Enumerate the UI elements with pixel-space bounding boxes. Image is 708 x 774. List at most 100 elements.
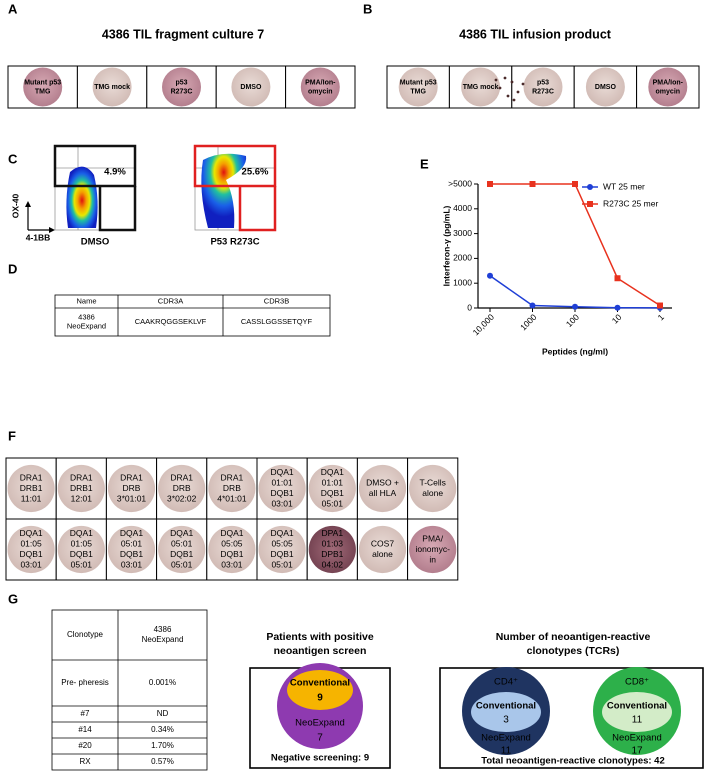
well-label: 01:05 — [20, 539, 42, 549]
flow-plot-r273c — [193, 144, 277, 232]
well-label: 4*01:01 — [217, 493, 247, 503]
well-label: TMG — [410, 88, 426, 95]
well — [409, 464, 457, 513]
venn-title: Number of neoantigen-reactive — [496, 631, 651, 643]
well-label: 11:01 — [21, 493, 42, 503]
well-label: DPA1 — [322, 528, 344, 538]
flow-plot-dmso — [53, 144, 137, 232]
venn-value: 7 — [317, 733, 323, 744]
well — [300, 67, 340, 107]
well-label: 05:01 — [271, 560, 293, 570]
well — [308, 464, 356, 513]
well-label: 05:01 — [322, 499, 344, 509]
well — [107, 525, 156, 574]
well-label: DPB1 — [321, 549, 343, 559]
well — [92, 67, 132, 107]
well-label: in — [429, 554, 436, 564]
well-label: p53 — [175, 79, 187, 86]
well-label: 12:01 — [71, 493, 93, 503]
well-label: DRB1 — [70, 483, 93, 493]
venn-inner — [287, 670, 353, 710]
well-label: DQB1 — [271, 549, 294, 559]
venn-title: neoantigen screen — [274, 645, 367, 657]
well-label: TMG — [35, 88, 51, 95]
data-point — [487, 272, 493, 279]
well — [358, 464, 407, 513]
x-tick-label: 100 — [564, 312, 581, 329]
well-label: DQA1 — [170, 528, 193, 538]
well-label: DRA1 — [221, 472, 244, 482]
well-label: DQA1 — [271, 528, 294, 538]
table-border — [51, 609, 208, 771]
well-label: 05:05 — [271, 539, 293, 549]
well-spot — [494, 78, 498, 82]
well — [585, 67, 625, 107]
legend-marker — [587, 184, 593, 190]
legend-marker — [587, 201, 593, 207]
well-label: Mutant p53 — [400, 79, 437, 86]
well-label: ionomyc- — [415, 544, 450, 554]
venn-footer: Negative screening: 9 — [271, 753, 369, 764]
table-cell: 0.34% — [151, 725, 174, 734]
venn-value: 11 — [632, 715, 643, 726]
well-spot — [503, 76, 507, 80]
well-label: DMSO — [595, 84, 617, 91]
well-spot — [516, 90, 520, 94]
well-spot — [498, 86, 502, 90]
well — [398, 67, 438, 107]
data-point — [614, 275, 621, 282]
well-label: DMSO — [240, 84, 262, 91]
plot-label: P53 R273C — [210, 237, 259, 248]
venn-group-name: CD4⁺ — [494, 677, 518, 688]
data-point — [487, 181, 493, 187]
table-cell: NeoExpand — [142, 635, 184, 644]
venn-value: 3 — [503, 715, 509, 726]
y-tick-label: 0 — [467, 302, 472, 312]
panel-letter: A — [8, 1, 18, 16]
well — [308, 525, 356, 574]
venn-box — [439, 667, 704, 769]
well-label: DRB1 — [20, 483, 43, 493]
panel-letter: D — [8, 261, 17, 276]
venn-label: Conventional — [607, 701, 667, 712]
well-label: omycin — [656, 88, 681, 95]
well — [7, 464, 55, 513]
data-point — [572, 181, 578, 187]
well-label: 01:05 — [71, 539, 93, 549]
well — [7, 525, 55, 574]
well-label: DQB1 — [70, 549, 93, 559]
legend-label: R273C 25 mer — [603, 198, 658, 208]
well — [258, 464, 306, 513]
panel-letter: G — [8, 591, 18, 606]
well-spot — [506, 94, 510, 98]
well-label: 04:02 — [322, 560, 344, 570]
table-cell: 4386 — [78, 312, 95, 321]
panel-title: 4386 TIL infusion product — [459, 27, 612, 41]
well-label: DQB1 — [20, 549, 43, 559]
well-label: Mutant p53 — [24, 79, 61, 86]
well-label: DRA1 — [170, 472, 193, 482]
venn-group-name: CD8⁺ — [625, 677, 649, 688]
venn-value: 17 — [631, 746, 643, 757]
well-label: 03:01 — [121, 560, 143, 570]
well-label: DQA1 — [20, 528, 43, 538]
well-label: DQA1 — [321, 467, 344, 477]
table-cell: #7 — [81, 709, 90, 718]
well-label: DMSO + — [366, 478, 399, 488]
well-label: DQA1 — [120, 528, 143, 538]
well-label: 01:01 — [322, 478, 344, 488]
well — [158, 464, 206, 513]
table-cell: Pre- pheresis — [61, 678, 109, 687]
table-cell: 0.57% — [151, 757, 174, 766]
gate-percent: 25.6% — [242, 167, 269, 178]
well-label: DQA1 — [70, 528, 93, 538]
well — [23, 67, 63, 107]
well-label: 03:01 — [221, 560, 243, 570]
well — [409, 525, 457, 574]
well-label: TMG mock — [463, 84, 499, 91]
well-label: DRA1 — [20, 472, 43, 482]
venn-title: Patients with positive — [266, 631, 374, 643]
well-label: DQB1 — [120, 549, 143, 559]
well-label: DQB1 — [321, 488, 344, 498]
y-tick-label: 2000 — [453, 253, 472, 263]
